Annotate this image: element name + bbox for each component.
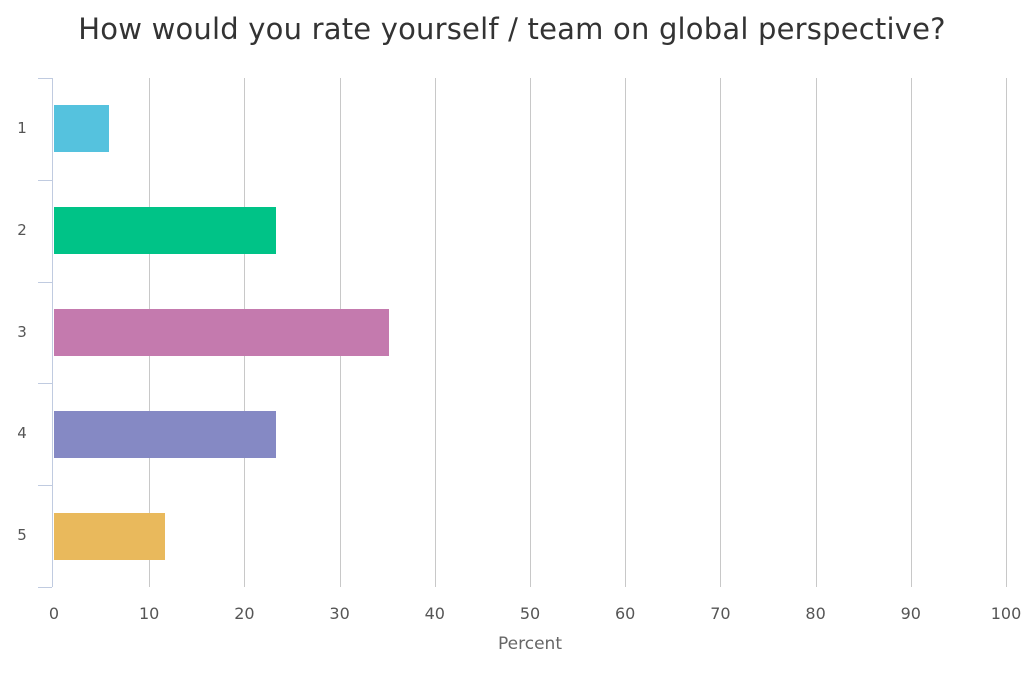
x-axis-title: Percent (498, 634, 562, 654)
x-tick-label: 100 (990, 604, 1022, 623)
gridline (910, 78, 912, 587)
y-tick-label: 1 (17, 118, 27, 137)
chart-title: How would you rate yourself / team on gl… (78, 12, 946, 46)
y-tick-label: 5 (17, 526, 27, 545)
x-tick-label: 60 (615, 604, 636, 623)
y-axis-line (52, 78, 53, 587)
gridline (530, 78, 531, 587)
gridline (1006, 78, 1007, 587)
bar-3[interactable] (54, 309, 390, 356)
gridline (625, 78, 627, 587)
plot-area (54, 78, 1007, 587)
y-tick (38, 78, 52, 79)
y-tick-label: 2 (17, 220, 27, 239)
y-tick (38, 179, 52, 181)
bar-2[interactable] (54, 207, 276, 255)
gridline (815, 78, 817, 587)
x-tick-label: 20 (234, 604, 255, 623)
x-tick-label: 80 (805, 604, 826, 623)
x-tick-label: 50 (519, 604, 541, 623)
y-tick-label: 4 (17, 424, 27, 443)
y-tick (38, 587, 52, 588)
y-tick (38, 485, 52, 487)
bar-5[interactable] (54, 512, 166, 560)
gridline (434, 78, 436, 587)
y-tick (38, 281, 52, 283)
x-tick-label: 90 (900, 604, 921, 623)
bar-4[interactable] (54, 410, 276, 458)
x-tick-label: 0 (48, 604, 60, 623)
y-tick-label: 3 (17, 322, 27, 341)
x-tick-label: 30 (329, 604, 350, 623)
bar-1[interactable] (54, 105, 110, 153)
x-tick-label: 70 (710, 604, 731, 623)
x-tick-label: 10 (139, 604, 160, 623)
x-tick-label: 40 (424, 604, 445, 623)
gridline (720, 78, 722, 587)
y-tick (38, 383, 52, 385)
